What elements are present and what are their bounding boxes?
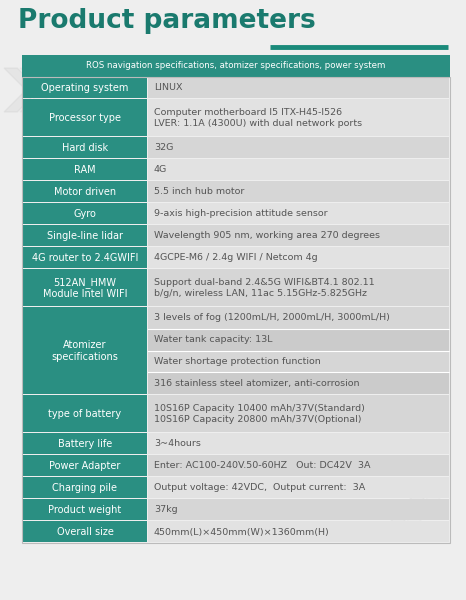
Text: ROS navigation specifications, atomizer specifications, power system: ROS navigation specifications, atomizer … xyxy=(86,61,386,70)
Text: 9-axis high-precision attitude sensor: 9-axis high-precision attitude sensor xyxy=(154,209,328,218)
Text: LINUX: LINUX xyxy=(154,83,183,92)
Bar xyxy=(148,181,449,202)
Text: Support dual-band 2.4&5G WIFI&BT4.1 802.11
b/g/n, wireless LAN, 11ac 5.15GHz-5.8: Support dual-band 2.4&5G WIFI&BT4.1 802.… xyxy=(154,278,375,298)
Bar xyxy=(22,77,147,98)
Bar xyxy=(22,269,147,306)
Bar xyxy=(148,99,449,136)
Bar xyxy=(22,477,147,498)
Bar xyxy=(22,137,147,158)
Text: 4G: 4G xyxy=(154,166,167,175)
Bar xyxy=(22,247,147,268)
Bar xyxy=(22,159,147,180)
Text: Product parameters: Product parameters xyxy=(18,8,316,34)
Text: Power Adapter: Power Adapter xyxy=(49,461,121,471)
Text: Output voltage: 42VDC,  Output current:  3A: Output voltage: 42VDC, Output current: 3… xyxy=(154,484,365,493)
Text: Gyro: Gyro xyxy=(74,209,96,219)
Text: 4G router to 2.4GWIFI: 4G router to 2.4GWIFI xyxy=(32,253,138,263)
Text: 4GCPE-M6 / 2.4g WIFI / Netcom 4g: 4GCPE-M6 / 2.4g WIFI / Netcom 4g xyxy=(154,253,318,263)
Text: 10S16P Capacity 10400 mAh/37V(Standard)
10S16P Capacity 20800 mAh/37V(Optional): 10S16P Capacity 10400 mAh/37V(Standard) … xyxy=(154,404,365,424)
Polygon shape xyxy=(390,478,425,522)
Bar xyxy=(148,395,449,432)
Bar xyxy=(22,77,450,543)
Text: 37kg: 37kg xyxy=(154,505,178,514)
Text: 450mm(L)×450mm(W)×1360mm(H): 450mm(L)×450mm(W)×1360mm(H) xyxy=(154,527,330,536)
Text: 5.5 inch hub motor: 5.5 inch hub motor xyxy=(154,187,244,196)
Polygon shape xyxy=(4,68,39,112)
Text: Atomizer
specifications: Atomizer specifications xyxy=(52,340,118,362)
Text: Enter: AC100-240V.50-60HZ   Out: DC42V  3A: Enter: AC100-240V.50-60HZ Out: DC42V 3A xyxy=(154,461,370,470)
Bar xyxy=(22,307,147,394)
Text: Motor driven: Motor driven xyxy=(54,187,116,197)
Bar xyxy=(148,269,449,306)
Text: 316 stainless steel atomizer, anti-corrosion: 316 stainless steel atomizer, anti-corro… xyxy=(154,379,359,388)
Bar xyxy=(148,477,449,498)
Text: 32G: 32G xyxy=(154,143,173,152)
Text: 3 levels of fog (1200mL/H, 2000mL/H, 3000mL/H): 3 levels of fog (1200mL/H, 2000mL/H, 300… xyxy=(154,313,390,322)
Polygon shape xyxy=(406,478,441,522)
Bar xyxy=(148,225,449,246)
Polygon shape xyxy=(20,68,55,112)
Bar xyxy=(22,99,147,136)
Text: Wavelength 905 nm, working area 270 degrees: Wavelength 905 nm, working area 270 degr… xyxy=(154,232,380,241)
Bar xyxy=(148,307,449,394)
Text: Product weight: Product weight xyxy=(48,505,122,515)
Bar xyxy=(148,307,449,329)
Text: Battery life: Battery life xyxy=(58,439,112,449)
Bar xyxy=(148,203,449,224)
Bar xyxy=(148,455,449,476)
Text: type of battery: type of battery xyxy=(48,409,122,419)
Bar xyxy=(22,499,147,520)
Bar xyxy=(148,159,449,180)
Bar xyxy=(148,499,449,520)
Bar xyxy=(22,455,147,476)
Bar xyxy=(22,521,147,542)
Text: Hard disk: Hard disk xyxy=(62,143,108,153)
Bar xyxy=(148,329,449,350)
Bar xyxy=(22,203,147,224)
Text: Charging pile: Charging pile xyxy=(53,483,117,493)
Bar xyxy=(22,181,147,202)
Bar xyxy=(22,225,147,246)
Text: 512AN_HMW
Module Intel WIFI: 512AN_HMW Module Intel WIFI xyxy=(43,277,127,299)
Text: Computer motherboard I5 ITX-H45-I526
LVER: 1.1A (4300U) with dual network ports: Computer motherboard I5 ITX-H45-I526 LVE… xyxy=(154,108,362,128)
Bar xyxy=(148,77,449,98)
Bar xyxy=(148,521,449,542)
Bar xyxy=(148,137,449,158)
Bar xyxy=(22,395,147,432)
Text: Processor type: Processor type xyxy=(49,113,121,123)
Bar xyxy=(148,247,449,268)
Bar xyxy=(148,350,449,372)
Text: Operating system: Operating system xyxy=(41,83,129,93)
Text: Water shortage protection function: Water shortage protection function xyxy=(154,357,321,366)
Text: RAM: RAM xyxy=(74,165,96,175)
Bar xyxy=(148,433,449,454)
Text: Water tank capacity: 13L: Water tank capacity: 13L xyxy=(154,335,273,344)
Bar xyxy=(22,433,147,454)
Text: 3~4hours: 3~4hours xyxy=(154,439,201,449)
Bar xyxy=(148,372,449,394)
Text: Overall size: Overall size xyxy=(56,527,113,537)
Bar xyxy=(22,55,450,77)
Text: Single-line lidar: Single-line lidar xyxy=(47,231,123,241)
